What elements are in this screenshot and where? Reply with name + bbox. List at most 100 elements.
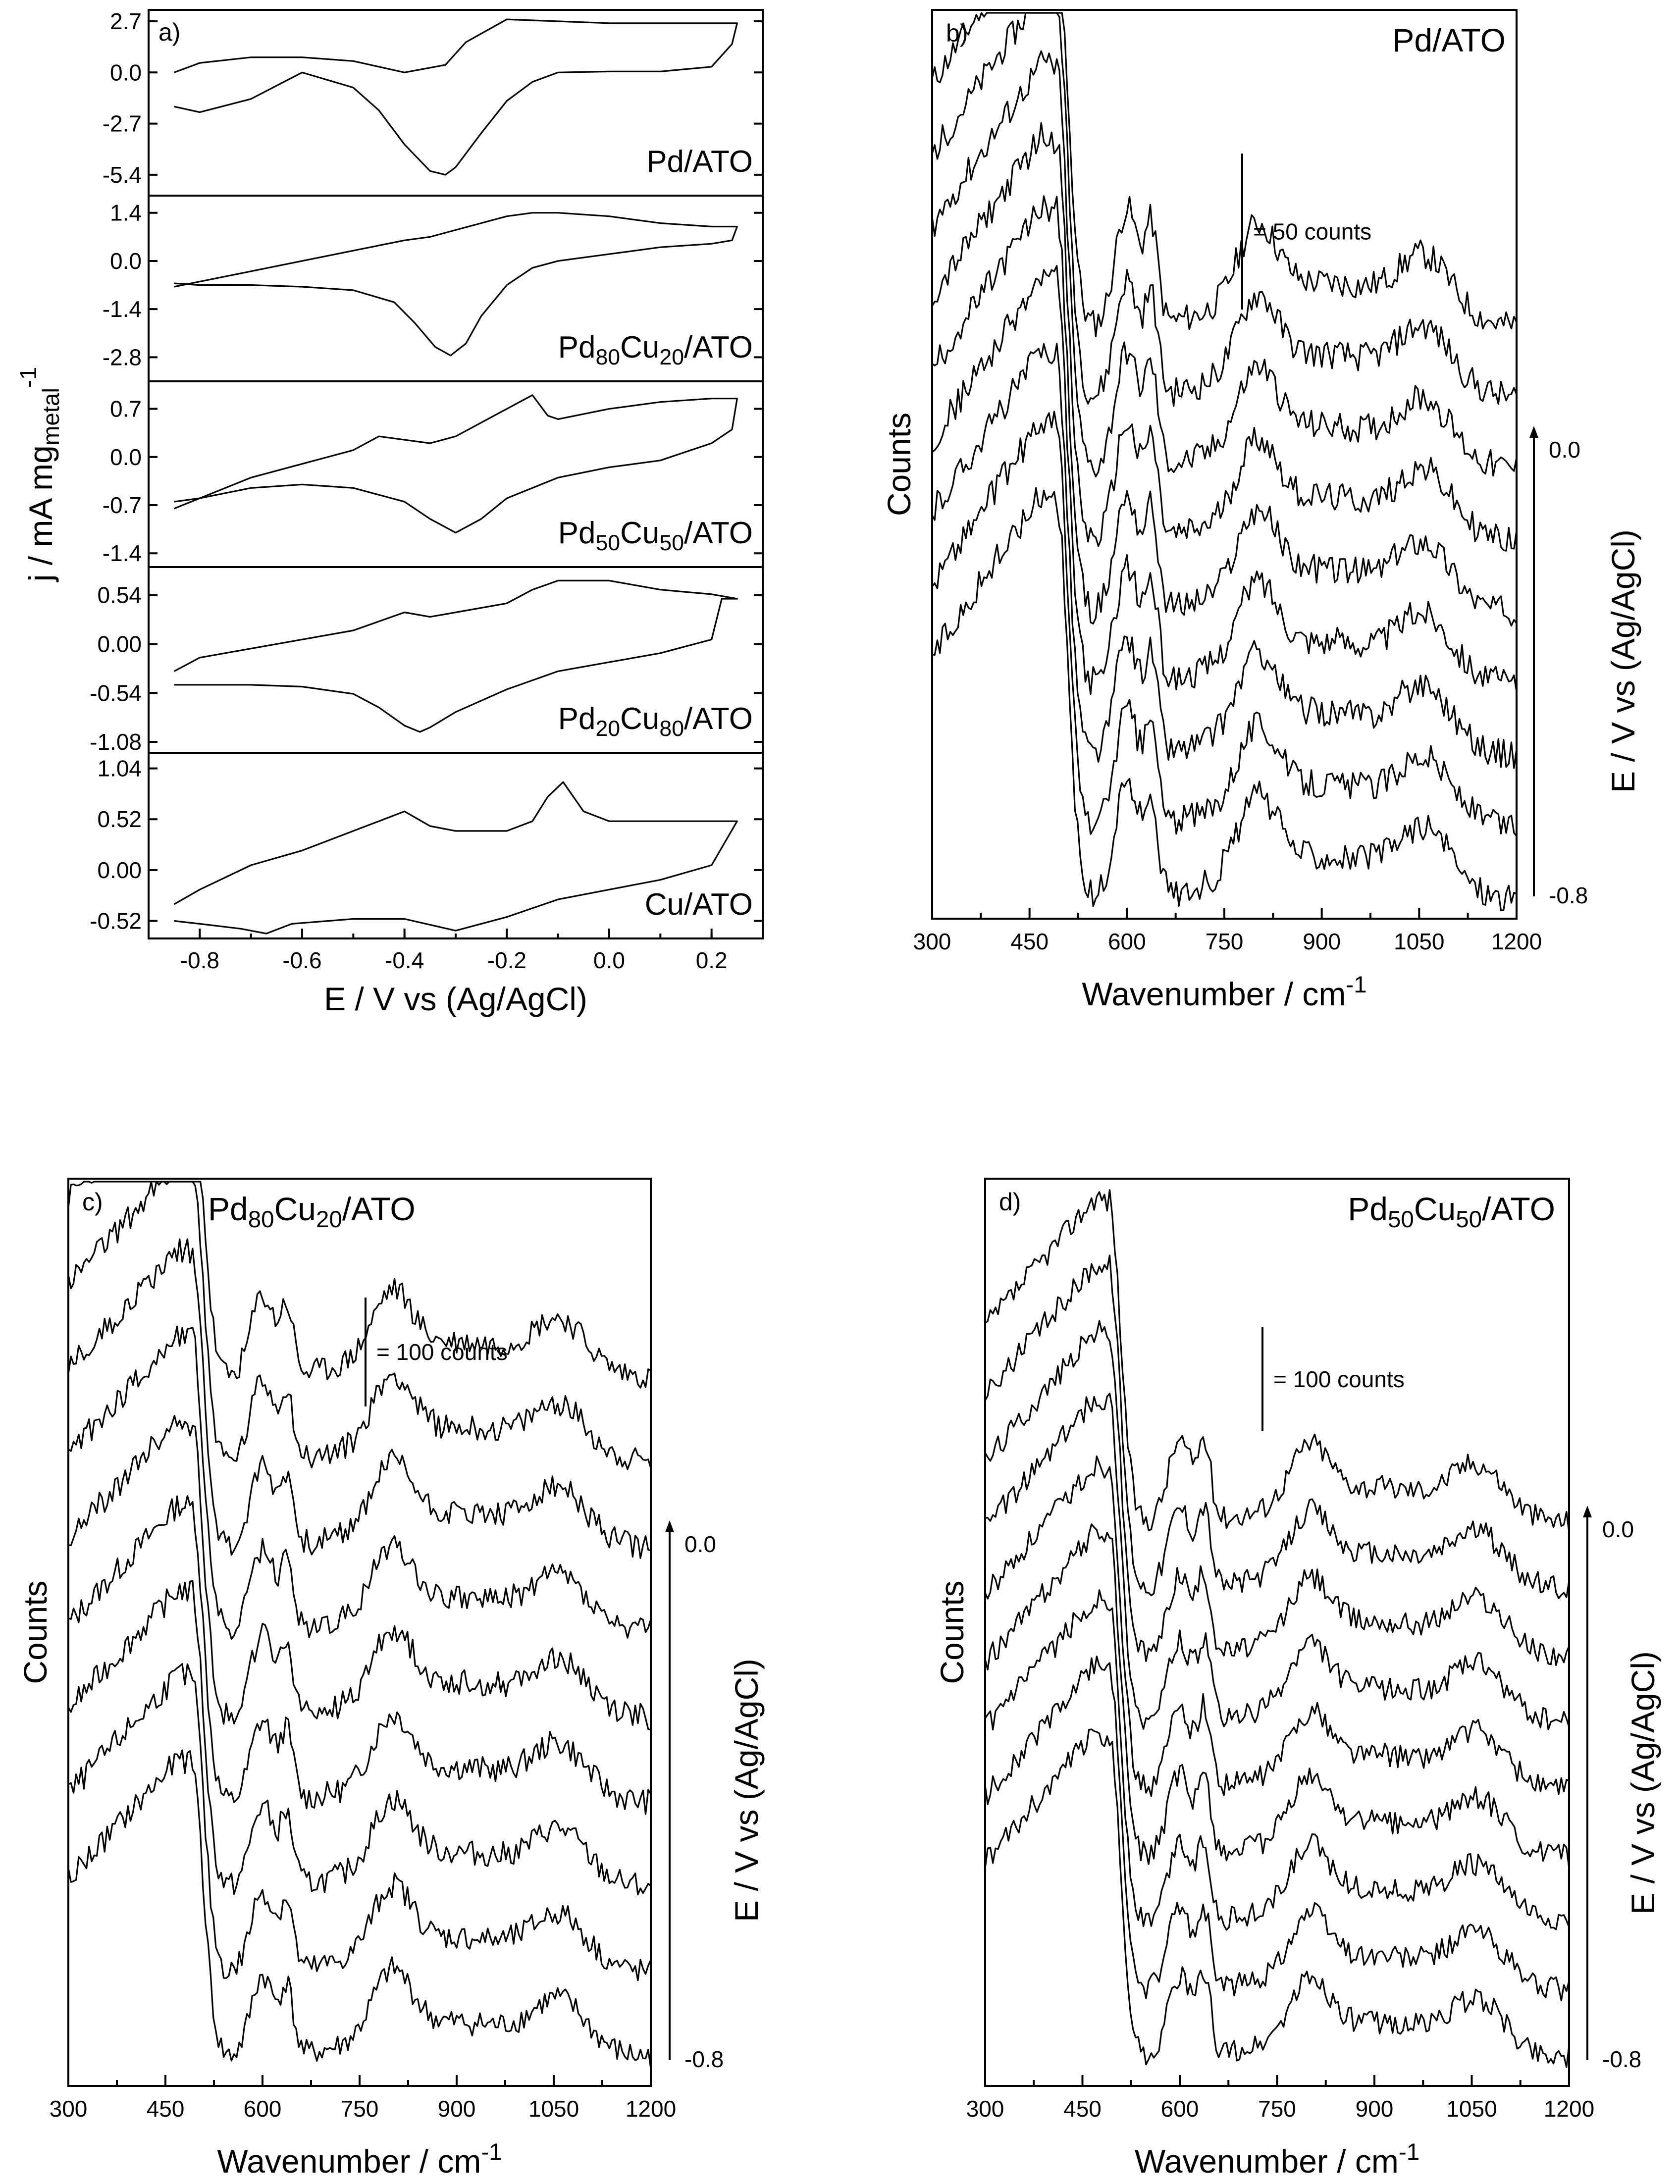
subplot-sample-label: Pd80Cu20/ATO	[558, 330, 753, 369]
x-tick-label: 1200	[626, 2096, 676, 2122]
x-tick-label: 1050	[1394, 929, 1444, 954]
spectrum-trace	[68, 1415, 651, 1730]
x-tick-label: 600	[1161, 2096, 1199, 2122]
scale-bar-label: = 100 counts	[376, 1339, 508, 1365]
y-tick-label: 0.7	[110, 396, 142, 422]
y-axis-title: Counts	[17, 1580, 53, 1684]
right-axis-title: E / V vs (Ag/AgCl)	[728, 1659, 765, 1922]
x-tick-label: 1200	[1491, 929, 1542, 954]
x-tick-label: 1050	[1446, 2096, 1497, 2122]
cv-trace	[174, 394, 738, 534]
subplot-sample-label: Pd20Cu80/ATO	[558, 702, 753, 741]
spectrum-trace	[68, 1663, 652, 1981]
y-tick-label: -1.4	[103, 540, 142, 566]
subplot-sample-label-part: /ATO	[684, 702, 753, 736]
panel-title-part: /ATO	[342, 1191, 416, 1227]
x-axis-title: Wavenumber / cm-1	[217, 2139, 502, 2180]
subplot-sample-label-part: Cu	[620, 516, 659, 550]
panel-title-part: Cu	[1414, 1191, 1456, 1227]
y-tick-label: -0.54	[90, 680, 142, 706]
spectrum-trace	[68, 1495, 652, 1815]
spectrum-trace	[932, 195, 1518, 627]
x-tick-label: 0.0	[593, 947, 625, 973]
x-tick-label: -0.6	[282, 947, 321, 973]
spectrum-trace	[67, 1181, 652, 1470]
y-axis-title: Counts	[934, 1580, 970, 1684]
x-axis-title: E / V vs (Ag/AgCl)	[324, 981, 587, 1017]
x-tick-label: 300	[966, 2096, 1004, 2122]
subplot-sample-label-part: Cu	[620, 702, 659, 736]
panel-title-part: Pd	[208, 1191, 248, 1227]
subplot-sample-label-part: Pd	[558, 516, 596, 550]
panel-title-part: 50	[1388, 1206, 1414, 1233]
x-axis-title-sup: -1	[1346, 972, 1366, 998]
x-tick-label: 750	[1206, 929, 1244, 954]
y-tick-label: -0.7	[103, 492, 142, 518]
panel-label: b)	[946, 19, 968, 47]
subplot-sample-label-part: Cu/ATO	[645, 887, 753, 922]
y-tick-label: 0.0	[110, 444, 142, 470]
x-tick-label: 450	[1010, 929, 1049, 954]
potential-arrow-head-icon	[1529, 426, 1538, 438]
x-tick-label: 1200	[1544, 2096, 1594, 2122]
y-tick-label: 1.4	[110, 200, 142, 226]
spectrum-trace	[984, 1656, 1570, 2002]
x-tick-label: 0.2	[696, 947, 728, 973]
subplot-sample-label-part: 80	[659, 717, 684, 741]
spectrum-trace	[931, 343, 1518, 769]
x-tick-label: 600	[244, 2096, 282, 2122]
potential-bottom-label: -0.8	[1602, 2046, 1641, 2072]
cv-trace	[174, 212, 738, 357]
plot-frame	[984, 1178, 1570, 2087]
panel-title-part: Pd	[1348, 1191, 1388, 1227]
subplot-sample-label-part: Cu	[620, 330, 659, 364]
right-axis-title: E / V vs (Ag/AgCl)	[1625, 1651, 1661, 1915]
subplot-sample-label: Pd50Cu50/ATO	[558, 516, 753, 555]
x-tick-label: 300	[50, 2096, 88, 2122]
subplot-sample-label-part: 50	[595, 531, 620, 555]
panel-title-part: Pd/ATO	[1392, 22, 1506, 58]
spectrum-trace	[67, 1238, 651, 1559]
potential-arrow-head-icon	[1583, 1506, 1592, 1517]
y-tick-label: -5.4	[103, 162, 142, 188]
panel-title-part: /ATO	[1482, 1191, 1555, 1227]
subplot-sample-label-part: /ATO	[684, 330, 753, 364]
y-tick-label: -0.52	[90, 908, 142, 934]
subplot-sample-label-part: 20	[659, 345, 684, 369]
y-axis-title: j / mA mgmetal-1	[15, 367, 64, 583]
plot-frame	[67, 1178, 652, 2087]
spectrum-trace	[67, 1325, 652, 1640]
y-tick-label: 0.0	[110, 248, 142, 274]
spectrum-trace	[931, 12, 1518, 407]
y-tick-label: 1.04	[97, 756, 142, 781]
subplot-sample-label-part: Pd	[558, 330, 596, 364]
x-tick-label: -0.4	[385, 947, 424, 973]
spectrum-trace	[985, 1393, 1570, 1730]
right-axis-title: E / V vs (Ag/AgCl)	[1605, 529, 1641, 793]
panel-label: d)	[999, 1188, 1021, 1216]
x-axis-title: Wavenumber / cm-1	[1135, 2139, 1419, 2180]
x-axis-title: Wavenumber / cm-1	[1082, 972, 1366, 1012]
potential-top-label: 0.0	[1602, 1516, 1634, 1542]
spectrum-trace	[984, 1320, 1570, 1666]
potential-bottom-label: -0.8	[1549, 883, 1588, 908]
spectrum-trace	[985, 1189, 1570, 1533]
y-tick-label: 0.52	[97, 806, 142, 832]
x-tick-label: 900	[1356, 2096, 1394, 2122]
subplot-sample-label: Cu/ATO	[645, 887, 753, 922]
y-tick-label: -1.08	[90, 729, 142, 755]
spectrum-trace	[931, 122, 1518, 552]
spectrum-trace	[932, 487, 1517, 912]
x-tick-label: -0.2	[487, 947, 526, 973]
y-tick-label: 2.7	[110, 8, 142, 34]
panel-title: Pd80Cu20/ATO	[208, 1191, 416, 1233]
x-axis-title-main: Wavenumber / cm	[1135, 2143, 1399, 2180]
cv-trace	[173, 781, 738, 935]
panel-title-part: 80	[248, 1206, 274, 1233]
x-tick-label: 900	[1303, 929, 1341, 954]
x-tick-label: 450	[147, 2096, 185, 2122]
y-tick-label: 0.54	[97, 582, 142, 608]
x-axis-title-main: Wavenumber / cm	[217, 2143, 481, 2180]
